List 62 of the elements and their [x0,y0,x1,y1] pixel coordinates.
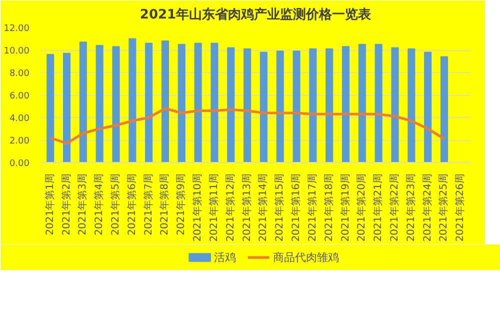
bar [391,47,399,162]
bar [374,44,382,162]
bar [194,42,202,162]
bar [292,50,300,162]
x-tick-label: 2021年第23周 [404,173,417,242]
x-tick-label: 2021年第16周 [290,173,302,242]
x-tick-label: 2021年第10周 [192,173,204,242]
x-tick-label: 2021年第19周 [339,173,352,242]
x-tick-label: 2021年第4周 [93,174,106,236]
x-tick-label: 2021年第17周 [306,173,318,242]
x-tick-label: 2021年第24周 [421,173,434,242]
x-tick-label: 2021年第6周 [126,174,138,236]
bar [342,46,350,162]
y-tick-label: 12.00 [4,24,30,34]
y-tick-label: 4.00 [9,114,30,124]
x-tick-label: 2021年第12周 [224,173,236,242]
x-tick-label: 2021年第9周 [175,174,188,236]
bar [358,44,366,162]
bar [260,52,268,162]
bar [326,48,334,162]
legend-label: 活鸡 [214,251,236,264]
line-series [49,107,446,145]
y-tick-label: 0.00 [9,159,30,169]
bar [309,48,317,162]
bar [276,50,284,162]
bar [128,38,136,162]
bar [46,54,54,162]
bar [79,42,87,162]
bar [178,44,186,162]
x-tick-label: 2021年第1周 [44,174,56,236]
x-tick-label: 2021年第2周 [60,174,72,236]
x-tick-label: 2021年第21周 [372,173,384,242]
bar [424,52,432,162]
y-tick-label: 2.00 [9,136,30,146]
bar [244,48,252,162]
x-tick-label: 2021年第25周 [438,173,450,242]
y-tick-label: 6.00 [9,92,30,102]
bar [62,52,71,162]
bar [96,45,104,162]
legend-label: 商品代肉雏鸡 [272,251,339,264]
x-tick-label: 2021年第8周 [158,174,171,236]
bar [210,42,218,162]
y-tick-label: 10.00 [4,46,30,56]
x-tick-label: 2021年第3周 [76,174,89,236]
x-tick-label: 2021年第13周 [240,173,253,242]
chart-title: 2021年山东省肉鸡产业监测价格一览表 [140,6,372,22]
bar [440,56,448,162]
x-tick-label: 2021年第18周 [322,173,335,242]
x-tick-label: 2021年第5周 [109,174,122,236]
y-tick-label: 8.00 [9,69,30,79]
bar [112,46,120,162]
x-tick-label: 2021年第7周 [142,174,154,236]
bar [145,42,153,162]
x-tick-label: 2021年第20周 [356,173,368,242]
x-tick-label: 2021年第22周 [388,173,401,242]
bar [227,47,235,162]
bar [408,48,416,162]
x-tick-label: 2021年第11周 [208,173,220,242]
x-tick-label: 2021年第15周 [274,173,286,242]
x-tick-label: 2021年第14周 [257,173,270,242]
x-tick-label: 2021年第26周 [454,173,466,242]
bar [161,40,170,162]
